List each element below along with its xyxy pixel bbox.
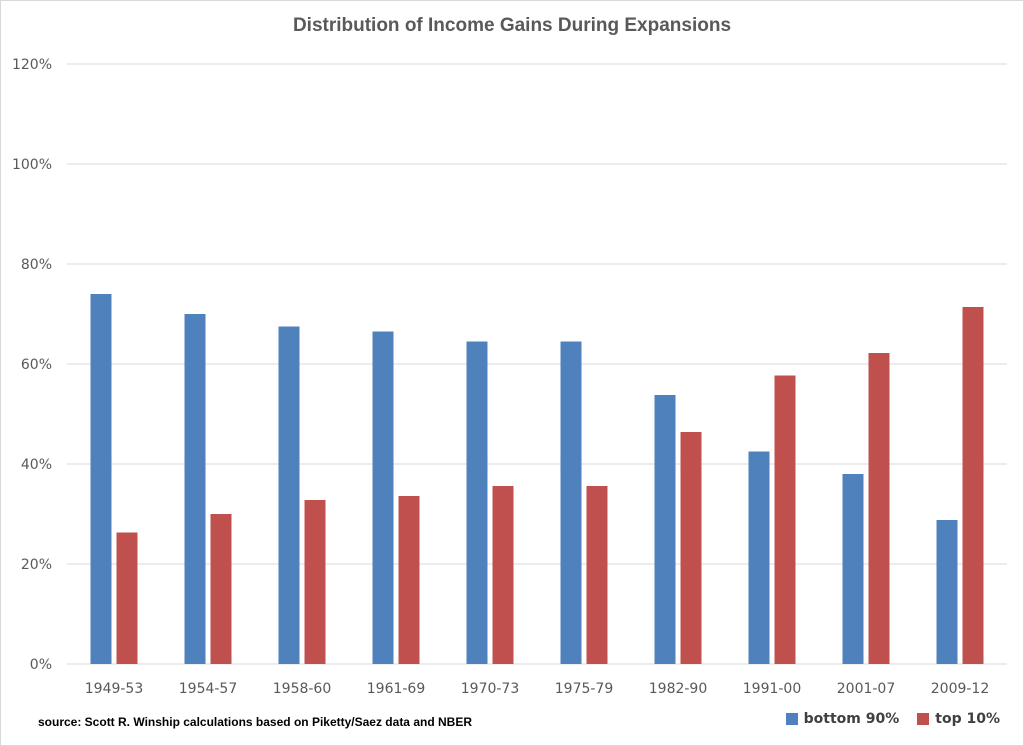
bar-top-10	[774, 375, 796, 664]
y-tick-label: 60%	[21, 357, 52, 373]
bars	[90, 294, 984, 664]
bar-bottom-90	[936, 520, 958, 664]
legend-item-top-10: top 10%	[917, 711, 1000, 727]
legend-item-bottom-90: bottom 90%	[785, 711, 900, 727]
bar-top-10	[210, 514, 232, 664]
bar-bottom-90	[372, 331, 394, 664]
legend-swatch-bottom-90	[785, 713, 798, 725]
x-tick-label: 1982-90	[649, 681, 708, 697]
x-tick-label: 1949-53	[85, 681, 144, 697]
gridlines	[67, 63, 1007, 665]
y-tick-label: 80%	[21, 257, 52, 273]
y-axis-ticks: 0% 20% 40% 60% 80% 100% 120%	[12, 57, 52, 673]
x-axis-ticks: 1949-53 1954-57 1958-60 1961-69 1970-73 1975-…	[85, 681, 990, 697]
bar-bottom-90	[842, 474, 864, 664]
chart-title: Distribution of Income Gains During Expa…	[292, 15, 732, 36]
x-tick-label: 1970-73	[461, 681, 520, 697]
bar-top-10	[680, 432, 702, 664]
bar-top-10	[116, 532, 138, 664]
legend-swatch-top-10	[917, 713, 930, 725]
y-tick-label: 120%	[12, 57, 52, 73]
bar-top-10	[962, 307, 984, 664]
bar-bottom-90	[748, 451, 770, 664]
bar-top-10	[868, 353, 890, 664]
x-tick-label: 1961-69	[367, 681, 426, 697]
bar-bottom-90	[278, 326, 300, 664]
x-tick-label: 1954-57	[179, 681, 238, 697]
bar-bottom-90	[90, 294, 112, 664]
legend-label-top-10: top 10%	[935, 711, 1000, 727]
bar-bottom-90	[654, 395, 676, 664]
bar-bottom-90	[560, 341, 582, 664]
y-tick-label: 0%	[30, 657, 52, 673]
x-tick-label: 1991-00	[743, 681, 802, 697]
x-tick-label: 1975-79	[555, 681, 614, 697]
bar-top-10	[492, 486, 514, 664]
bar-bottom-90	[466, 341, 488, 664]
bar-top-10	[398, 496, 420, 664]
bar-top-10	[586, 486, 608, 664]
y-tick-label: 20%	[21, 557, 52, 573]
legend: bottom 90% top 10%	[785, 711, 1000, 727]
source-note: source: Scott R. Winship calculations ba…	[38, 715, 472, 729]
bar-top-10	[304, 500, 326, 664]
y-tick-label: 100%	[12, 157, 52, 173]
bar-bottom-90	[184, 314, 206, 664]
legend-label-bottom-90: bottom 90%	[803, 711, 900, 727]
x-tick-label: 2009-12	[931, 681, 990, 697]
x-tick-label: 2001-07	[837, 681, 896, 697]
y-tick-label: 40%	[21, 457, 52, 473]
x-tick-label: 1958-60	[273, 681, 332, 697]
